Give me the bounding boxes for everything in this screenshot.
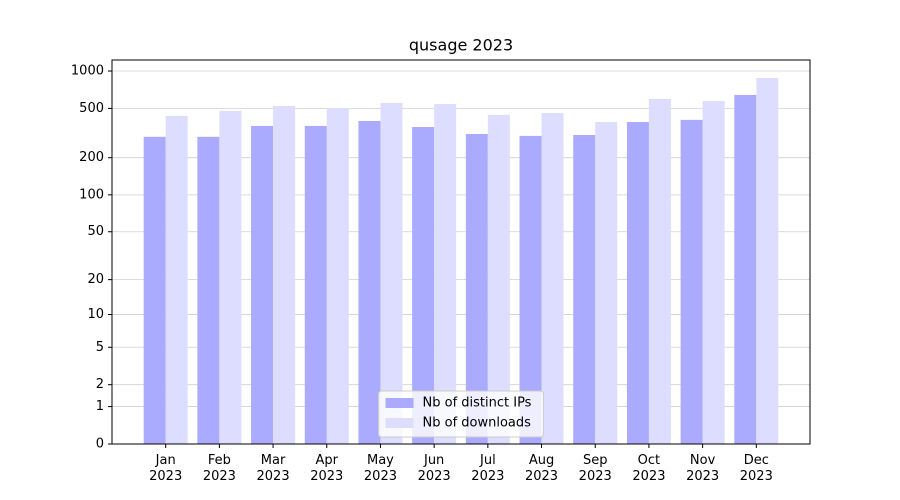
legend-swatch	[385, 398, 414, 408]
y-tick-label: 50	[87, 224, 104, 239]
y-tick-label: 20	[87, 272, 104, 287]
bar	[412, 126, 435, 444]
x-tick-label: Mar 2023	[256, 453, 290, 484]
bar	[197, 136, 220, 444]
bar	[434, 103, 457, 444]
y-tick-label: 5	[96, 340, 104, 355]
bar	[380, 102, 403, 444]
bar	[626, 122, 649, 445]
y-tick-label: 2	[96, 377, 104, 392]
bar	[487, 114, 510, 444]
bar	[756, 77, 779, 444]
bar	[573, 135, 596, 444]
x-tick-label: Apr 2023	[310, 453, 344, 484]
axes-frame	[111, 59, 811, 445]
bar	[273, 105, 296, 445]
y-tick-label: 500	[79, 101, 104, 116]
x-tick-label: Sep 2023	[578, 453, 612, 484]
legend: Nb of distinct IPs Nb of downloads	[378, 390, 544, 438]
x-tick-label: Jun 2023	[417, 453, 451, 484]
bar	[143, 136, 166, 444]
bar	[326, 107, 349, 444]
bar	[541, 113, 564, 444]
bar	[304, 125, 327, 445]
bar	[595, 122, 618, 445]
x-tick-label: Oct 2023	[632, 453, 666, 484]
x-tick-label: Feb 2023	[202, 453, 236, 484]
y-tick-label: 10	[87, 307, 104, 322]
bar	[251, 125, 274, 445]
legend-box	[378, 390, 544, 438]
legend-label: Nb of downloads	[423, 416, 532, 431]
bar	[465, 133, 488, 444]
x-tick-label: Dec 2023	[739, 453, 773, 484]
chart-title: qusage 2023	[409, 36, 513, 55]
legend-label: Nb of distinct IPs	[423, 396, 532, 411]
bar	[165, 115, 188, 444]
y-tick-label: 0	[96, 437, 104, 452]
bar	[734, 94, 757, 444]
legend-swatch	[385, 418, 414, 428]
x-tick-label: May 2023	[363, 453, 397, 484]
y-tick-label: 1	[96, 399, 104, 414]
bar	[219, 110, 242, 444]
bar	[519, 135, 542, 444]
x-tick-label: Aug 2023	[524, 453, 559, 484]
y-tick-label: 1000	[71, 64, 104, 79]
x-tick-label: Jul 2023	[471, 453, 505, 484]
y-tick-label: 200	[79, 150, 104, 165]
y-tick-label: 100	[79, 187, 104, 202]
x-tick-label: Jan 2023	[149, 453, 183, 484]
bar	[680, 119, 703, 445]
x-tick-label: Nov 2023	[686, 453, 720, 484]
bar	[648, 98, 671, 444]
bar	[358, 120, 381, 444]
bar	[702, 101, 725, 444]
